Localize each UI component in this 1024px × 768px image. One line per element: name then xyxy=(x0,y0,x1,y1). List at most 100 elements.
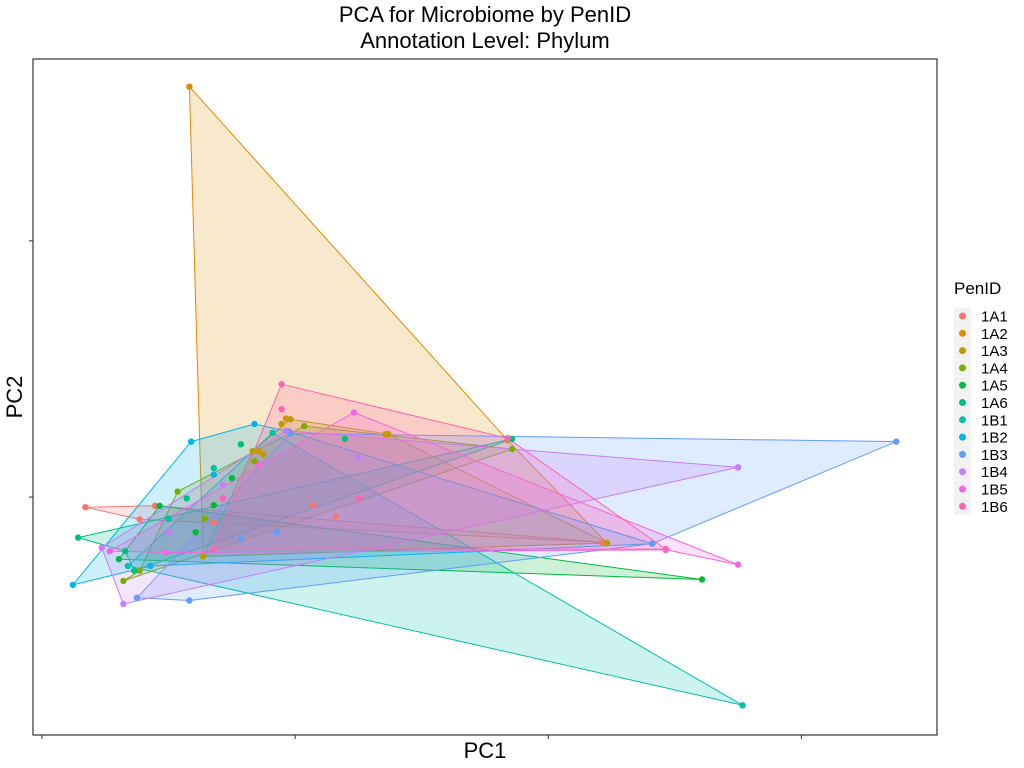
data-point-1a5 xyxy=(698,576,706,583)
legend-key-1a6 xyxy=(959,399,966,406)
legend-item-1a5: 1A5 xyxy=(954,376,1008,395)
legend-label-1b1: 1B1 xyxy=(981,412,1008,429)
data-point-1a3 xyxy=(287,416,294,423)
legend-key-1b4 xyxy=(959,468,966,476)
data-point-1b4 xyxy=(355,454,362,461)
legend-item-1a2: 1A2 xyxy=(954,324,1008,343)
data-point-1a5 xyxy=(115,556,123,563)
data-point-1a4 xyxy=(174,488,181,495)
legend-label-1a5: 1A5 xyxy=(981,378,1008,395)
legend-key-1b3 xyxy=(959,450,966,458)
data-point-1a3 xyxy=(260,451,267,458)
data-point-1a4 xyxy=(301,422,308,430)
legend-item-1b5: 1B5 xyxy=(954,480,1008,499)
data-point-1a5 xyxy=(228,474,236,482)
data-point-1a3 xyxy=(249,447,256,455)
point-layer xyxy=(69,83,900,709)
data-point-1a2 xyxy=(255,447,263,455)
data-point-1a1 xyxy=(82,504,89,511)
data-point-1a5 xyxy=(192,529,199,536)
legend-label-1b4: 1B4 xyxy=(981,464,1008,481)
data-point-1b6 xyxy=(504,435,511,442)
legend-title: PenID xyxy=(954,279,1001,298)
legend-label-1b5: 1B5 xyxy=(981,482,1008,499)
data-point-1a5 xyxy=(210,502,217,509)
data-point-1a3 xyxy=(278,420,285,428)
data-point-1a2 xyxy=(186,83,193,90)
chart-subtitle: Annotation Level: Phylum xyxy=(360,28,610,53)
legend-key-1b5 xyxy=(959,485,966,493)
legend-key-1b2 xyxy=(959,433,966,441)
data-point-1a1 xyxy=(310,502,317,509)
data-point-1a6 xyxy=(341,435,349,443)
legend-label-1a1: 1A1 xyxy=(981,309,1008,326)
legend-key-1a2 xyxy=(959,329,966,337)
data-point-1a4 xyxy=(120,577,127,585)
data-point-1b4 xyxy=(98,544,105,551)
data-point-1b2 xyxy=(210,471,217,478)
data-point-1b4 xyxy=(120,600,127,608)
hull-1a4 xyxy=(122,425,513,582)
data-point-1b5 xyxy=(162,549,170,556)
data-point-1b2 xyxy=(188,438,195,445)
legend-key-1b1 xyxy=(959,416,966,424)
data-point-1b6 xyxy=(210,545,217,553)
data-point-1b4 xyxy=(282,427,290,434)
y-axis-ticks xyxy=(29,240,33,498)
data-point-1b1 xyxy=(124,562,132,570)
data-point-1a6 xyxy=(131,567,138,574)
legend-label-1a3: 1A3 xyxy=(981,343,1008,360)
legend: PenID 1A11A21A31A41A51A61B11B21B31B41B51… xyxy=(954,279,1008,516)
data-point-1a6 xyxy=(75,534,82,541)
data-point-1a4 xyxy=(136,567,143,574)
data-point-1b3 xyxy=(237,535,245,543)
legend-item-1a4: 1A4 xyxy=(954,359,1008,377)
data-point-1a5 xyxy=(156,502,163,509)
data-point-1a3 xyxy=(603,539,611,547)
legend-label-1b2: 1B2 xyxy=(981,430,1008,447)
data-point-1a3 xyxy=(199,553,207,560)
legend-label-1a2: 1A2 xyxy=(981,326,1008,343)
hull-layer xyxy=(72,86,897,706)
data-point-1b6 xyxy=(278,381,285,388)
legend-item-1b6: 1B6 xyxy=(954,497,1008,516)
legend-key-1a3 xyxy=(959,347,966,355)
x-axis-title: PC1 xyxy=(464,738,507,763)
data-point-1b5 xyxy=(350,409,358,416)
data-point-1b1 xyxy=(210,464,217,472)
legend-item-1b1: 1B1 xyxy=(954,411,1008,429)
data-point-1b2 xyxy=(69,581,77,589)
data-point-1a4 xyxy=(508,445,516,453)
data-point-1b3 xyxy=(893,438,900,445)
data-point-1b1 xyxy=(269,429,276,436)
data-point-1b3 xyxy=(273,529,281,536)
data-point-1a4 xyxy=(251,458,258,465)
data-point-1a1 xyxy=(151,502,159,509)
legend-key-1a5 xyxy=(959,381,966,389)
hull-1b5 xyxy=(109,412,739,566)
data-point-1a6 xyxy=(183,495,190,502)
data-point-1b6 xyxy=(278,406,285,413)
legend-key-1b6 xyxy=(959,502,966,510)
data-point-1a1 xyxy=(332,513,339,520)
legend-item-1b2: 1B2 xyxy=(954,428,1008,447)
data-point-1b4 xyxy=(165,529,172,536)
legend-label-1b6: 1B6 xyxy=(981,499,1008,516)
data-point-1b1 xyxy=(165,515,172,522)
legend-item-1b3: 1B3 xyxy=(954,445,1008,464)
data-point-1b4 xyxy=(734,464,742,471)
data-point-1a1 xyxy=(136,516,143,523)
legend-item-1b4: 1B4 xyxy=(954,463,1008,481)
data-point-1b6 xyxy=(662,545,669,553)
data-point-1a6 xyxy=(122,547,129,555)
data-point-1b2 xyxy=(251,420,258,428)
data-point-1a3 xyxy=(385,431,392,438)
plot-background xyxy=(33,59,937,735)
data-point-1b6 xyxy=(355,495,362,502)
plot-border xyxy=(32,58,938,736)
data-point-1b6 xyxy=(219,495,226,502)
x-axis-ticks xyxy=(41,735,802,739)
legend-key-1a4 xyxy=(959,364,966,372)
